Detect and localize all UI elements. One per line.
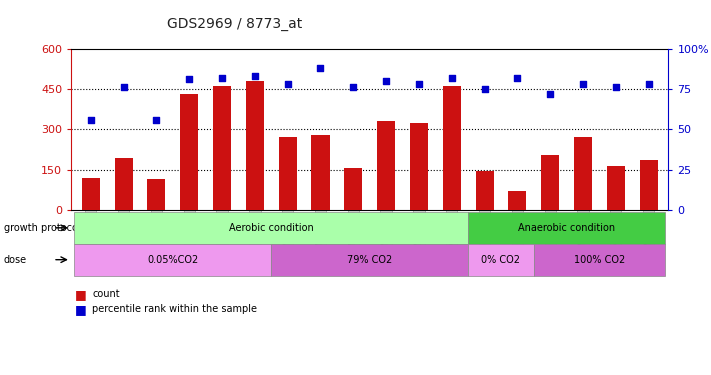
Point [577, 81, 589, 87]
Bar [114, 158, 133, 210]
Bar [246, 81, 264, 210]
Point [446, 75, 457, 81]
Bar [82, 178, 100, 210]
Bar [443, 86, 461, 210]
Point [348, 84, 359, 90]
Text: 0% CO2: 0% CO2 [481, 255, 520, 265]
Text: percentile rank within the sample: percentile rank within the sample [92, 304, 257, 314]
Point [282, 81, 294, 87]
Text: dose: dose [4, 255, 27, 265]
Text: GDS2969 / 8773_at: GDS2969 / 8773_at [167, 17, 302, 32]
Text: Aerobic condition: Aerobic condition [229, 223, 314, 233]
Text: ■: ■ [75, 288, 87, 301]
Text: Anaerobic condition: Anaerobic condition [518, 223, 615, 233]
Point [118, 84, 129, 90]
Bar [147, 179, 166, 210]
Bar [574, 138, 592, 210]
Bar [279, 138, 296, 210]
Text: 0.05%CO2: 0.05%CO2 [147, 255, 198, 265]
Bar [640, 160, 658, 210]
Bar [476, 171, 493, 210]
Text: count: count [92, 290, 120, 299]
Bar [410, 123, 428, 210]
Point [380, 78, 392, 84]
Point [413, 81, 424, 87]
Point [479, 86, 491, 92]
Bar [311, 135, 329, 210]
Point [249, 73, 260, 79]
Point [183, 76, 195, 82]
Bar [606, 166, 625, 210]
Point [545, 91, 556, 97]
Bar [377, 122, 395, 210]
Bar [213, 86, 231, 210]
Point [85, 117, 97, 123]
Text: 100% CO2: 100% CO2 [574, 255, 625, 265]
Point [610, 84, 621, 90]
Text: 79% CO2: 79% CO2 [347, 255, 392, 265]
Point [216, 75, 228, 81]
Point [151, 117, 162, 123]
Text: growth protocol: growth protocol [4, 223, 80, 233]
Bar [541, 155, 560, 210]
Bar [508, 190, 526, 210]
Point [512, 75, 523, 81]
Point [643, 81, 654, 87]
Bar [344, 168, 363, 210]
Bar [180, 94, 198, 210]
Text: ■: ■ [75, 303, 87, 316]
Point [315, 65, 326, 71]
